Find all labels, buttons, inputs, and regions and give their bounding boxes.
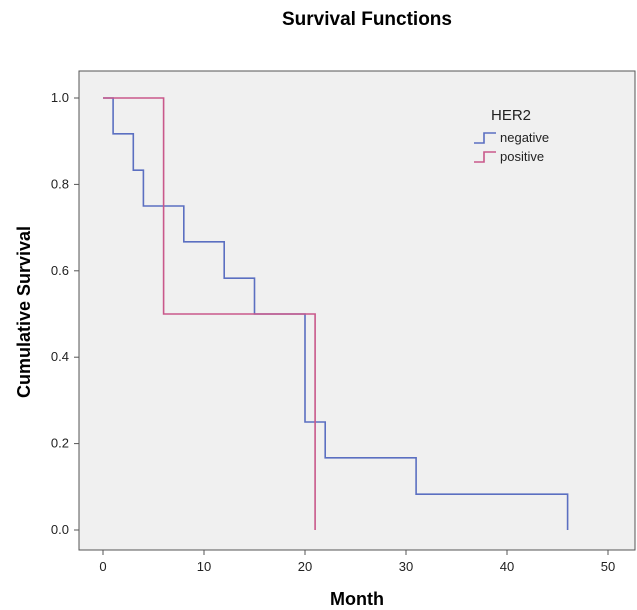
y-tick-label: 1.0 <box>51 90 69 105</box>
y-tick-label: 0.6 <box>51 263 69 278</box>
x-tick-label: 0 <box>99 559 106 574</box>
x-tick-label: 10 <box>197 559 211 574</box>
legend-label-positive: positive <box>500 149 544 164</box>
plot-area <box>78 70 636 551</box>
y-tick-label: 0.4 <box>51 349 69 364</box>
y-tick-label: 0.2 <box>51 436 69 451</box>
chart-title: Survival Functions <box>282 9 452 30</box>
x-tick-label: 20 <box>298 559 312 574</box>
x-tick-label: 40 <box>500 559 514 574</box>
series-line-positive <box>103 97 316 530</box>
axis-ticks <box>74 97 609 555</box>
legend: HER2 negative positive <box>474 107 549 164</box>
y-tick-label: 0.0 <box>51 522 69 537</box>
series-line-negative <box>103 97 569 530</box>
legend-swatch-positive <box>474 151 496 163</box>
x-tick-label: 50 <box>601 559 615 574</box>
series-lines <box>103 97 569 530</box>
legend-title: HER2 <box>491 107 531 124</box>
legend-swatch-negative <box>474 132 496 144</box>
legend-label-negative: negative <box>500 130 549 145</box>
x-axis-label: Month <box>330 589 384 609</box>
y-axis-label: Cumulative Survival <box>14 226 34 398</box>
y-tick-label: 0.8 <box>51 176 69 191</box>
x-tick-label: 30 <box>399 559 413 574</box>
axis-tick-labels: 0 10 20 30 40 50 0.0 0.2 0.4 0.6 0.8 1.0 <box>51 90 615 574</box>
